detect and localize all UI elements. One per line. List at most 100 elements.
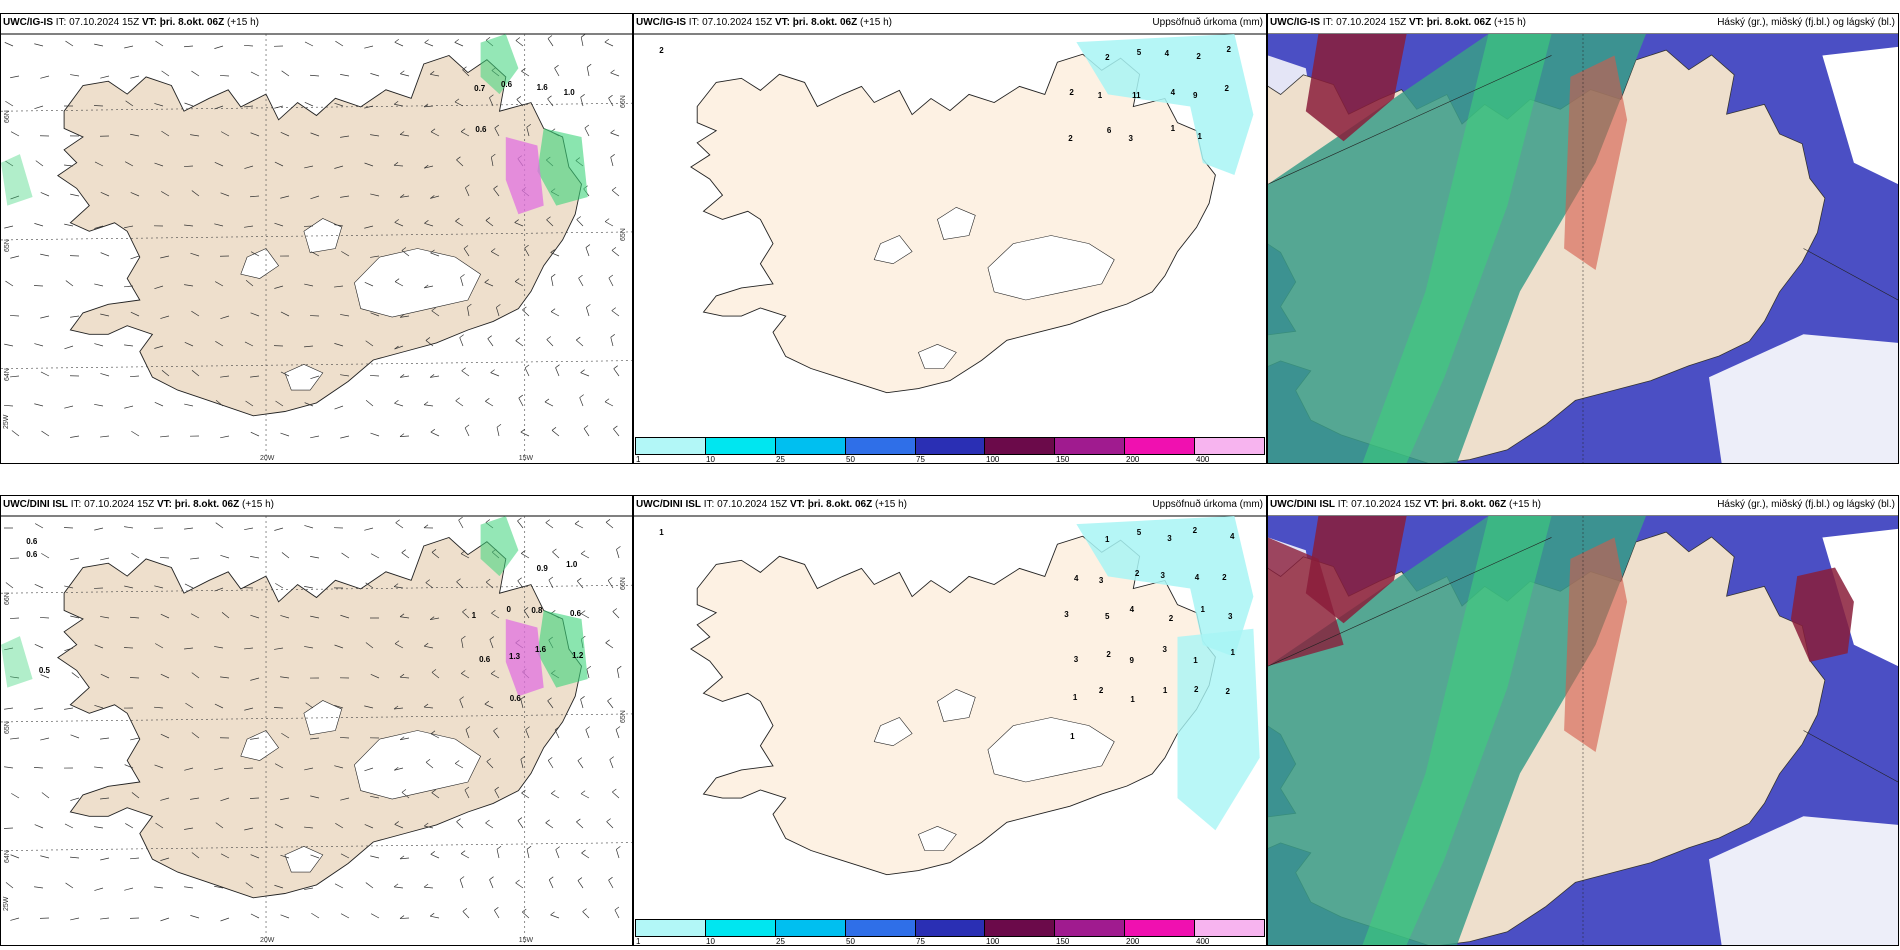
- wind-barb-flag: [401, 549, 406, 553]
- wind-barb: [485, 822, 494, 829]
- wind-barb: [190, 557, 200, 560]
- wind-barb: [100, 616, 110, 619]
- wind-barb: [490, 673, 500, 679]
- wind-barb: [399, 435, 410, 437]
- wind-barb-flag: [555, 846, 560, 850]
- wind-barb: [39, 617, 50, 619]
- wind-barb-flag: [551, 273, 556, 278]
- wind-barb-flag: [576, 818, 581, 823]
- model-name: UWC/IG-IS: [636, 17, 686, 28]
- value-label: 4: [1074, 573, 1079, 583]
- wind-barb: [154, 285, 164, 290]
- wind-barb: [250, 431, 260, 437]
- wind-barb: [310, 556, 320, 559]
- projection-line: [1268, 537, 1552, 667]
- wind-barb: [154, 886, 164, 889]
- colorbar-tick-label: 200: [1126, 455, 1140, 464]
- wind-barb: [70, 74, 80, 77]
- wind-barb: [250, 375, 260, 378]
- wind-barb: [424, 105, 434, 108]
- vt-label: VT:: [156, 499, 172, 510]
- value-label: 0.6: [509, 694, 521, 704]
- wind-barb-flag: [517, 517, 522, 522]
- colorbar-segment: [1125, 920, 1196, 936]
- latitude-line: [1, 713, 632, 723]
- clear-sky-area: [1709, 334, 1898, 463]
- wind-barb-flag: [610, 69, 615, 74]
- wind-barb: [304, 767, 314, 771]
- wind-barb-flag: [580, 550, 586, 555]
- wind-barb: [64, 405, 74, 409]
- wind-barb: [491, 612, 500, 619]
- wind-barb-flag: [552, 548, 557, 553]
- wind-barb: [94, 283, 104, 287]
- wind-barb-flag: [548, 576, 554, 581]
- wind-barb: [244, 165, 254, 169]
- mid-cloud-field: [1305, 34, 1407, 142]
- wind-barb-flag: [604, 398, 610, 403]
- wind-barb: [430, 853, 440, 859]
- wind-barb-flag: [460, 550, 466, 555]
- wind-barb-flag: [580, 696, 585, 700]
- colorbar-labels: 1 10 25 50 75 100 150 200 400: [635, 455, 1265, 464]
- wind-barb: [494, 127, 500, 137]
- wind-barb: [340, 374, 350, 377]
- wind-barb: [489, 97, 494, 107]
- wind-barb-flag: [612, 788, 617, 793]
- wind-barb: [550, 311, 560, 317]
- wind-barb: [130, 737, 140, 741]
- vt-label: VT:: [774, 17, 790, 28]
- precip-patch: [505, 619, 544, 697]
- wind-barb-flag: [393, 583, 399, 587]
- wind-barb: [456, 581, 464, 589]
- wind-barb: [215, 522, 224, 529]
- wind-barb: [364, 45, 374, 49]
- wind-barb: [219, 75, 230, 77]
- wind-barb-flag: [496, 845, 502, 850]
- panel-title: UWC/IG-IS IT: 07.10.2024 15Z VT: þri. 8.…: [636, 17, 892, 29]
- wind-barb-flag: [494, 907, 499, 911]
- glacier: [937, 688, 976, 722]
- wind-barb: [310, 737, 320, 740]
- value-label: 2: [1226, 45, 1231, 55]
- wind-barb: [430, 617, 440, 621]
- wind-barb: [467, 307, 470, 317]
- wind-barb-flag: [460, 128, 466, 132]
- wind-barb: [5, 882, 14, 889]
- wind-barb-flag: [464, 424, 470, 429]
- wind-barb-flag: [395, 519, 400, 524]
- wind-barb: [464, 427, 470, 437]
- value-label: 2: [1105, 53, 1110, 63]
- colorbar-tick-label: 100: [986, 937, 1000, 946]
- wind-barb-flag: [554, 726, 560, 731]
- wind-barb-flag: [518, 394, 524, 399]
- panel-title: UWC/IG-IS IT: 07.10.2024 15Z VT: þri. 8.…: [3, 17, 259, 29]
- initial-time: 07.10.2024 15Z: [717, 499, 788, 510]
- wind-barb-flag: [577, 757, 583, 761]
- wind-barb-flag: [485, 519, 491, 523]
- wind-barb: [586, 67, 590, 77]
- wind-barb: [245, 882, 254, 889]
- wind-barb: [215, 340, 224, 347]
- wind-barb: [517, 520, 524, 529]
- wind-barb: [245, 400, 254, 407]
- wind-barb: [215, 399, 224, 407]
- wind-barb: [515, 882, 524, 889]
- wind-barb-flag: [493, 727, 498, 732]
- value-label: 3: [1064, 610, 1069, 619]
- wind-barb-flag: [484, 279, 489, 283]
- wind-barb: [9, 315, 20, 317]
- wind-barb: [311, 912, 320, 919]
- wind-barb: [400, 134, 410, 137]
- wind-barb: [496, 307, 500, 317]
- wind-barb: [430, 252, 440, 257]
- wind-barb: [430, 73, 440, 77]
- colorbar-tick-label: 10: [706, 455, 715, 464]
- wind-barb: [547, 760, 554, 769]
- wind-barb: [548, 579, 554, 589]
- wind-barb: [544, 401, 554, 407]
- wind-barb-flag: [516, 96, 522, 100]
- wind-barb: [184, 341, 194, 347]
- wind-barb: [184, 647, 194, 650]
- wind-barb-flag: [520, 428, 526, 433]
